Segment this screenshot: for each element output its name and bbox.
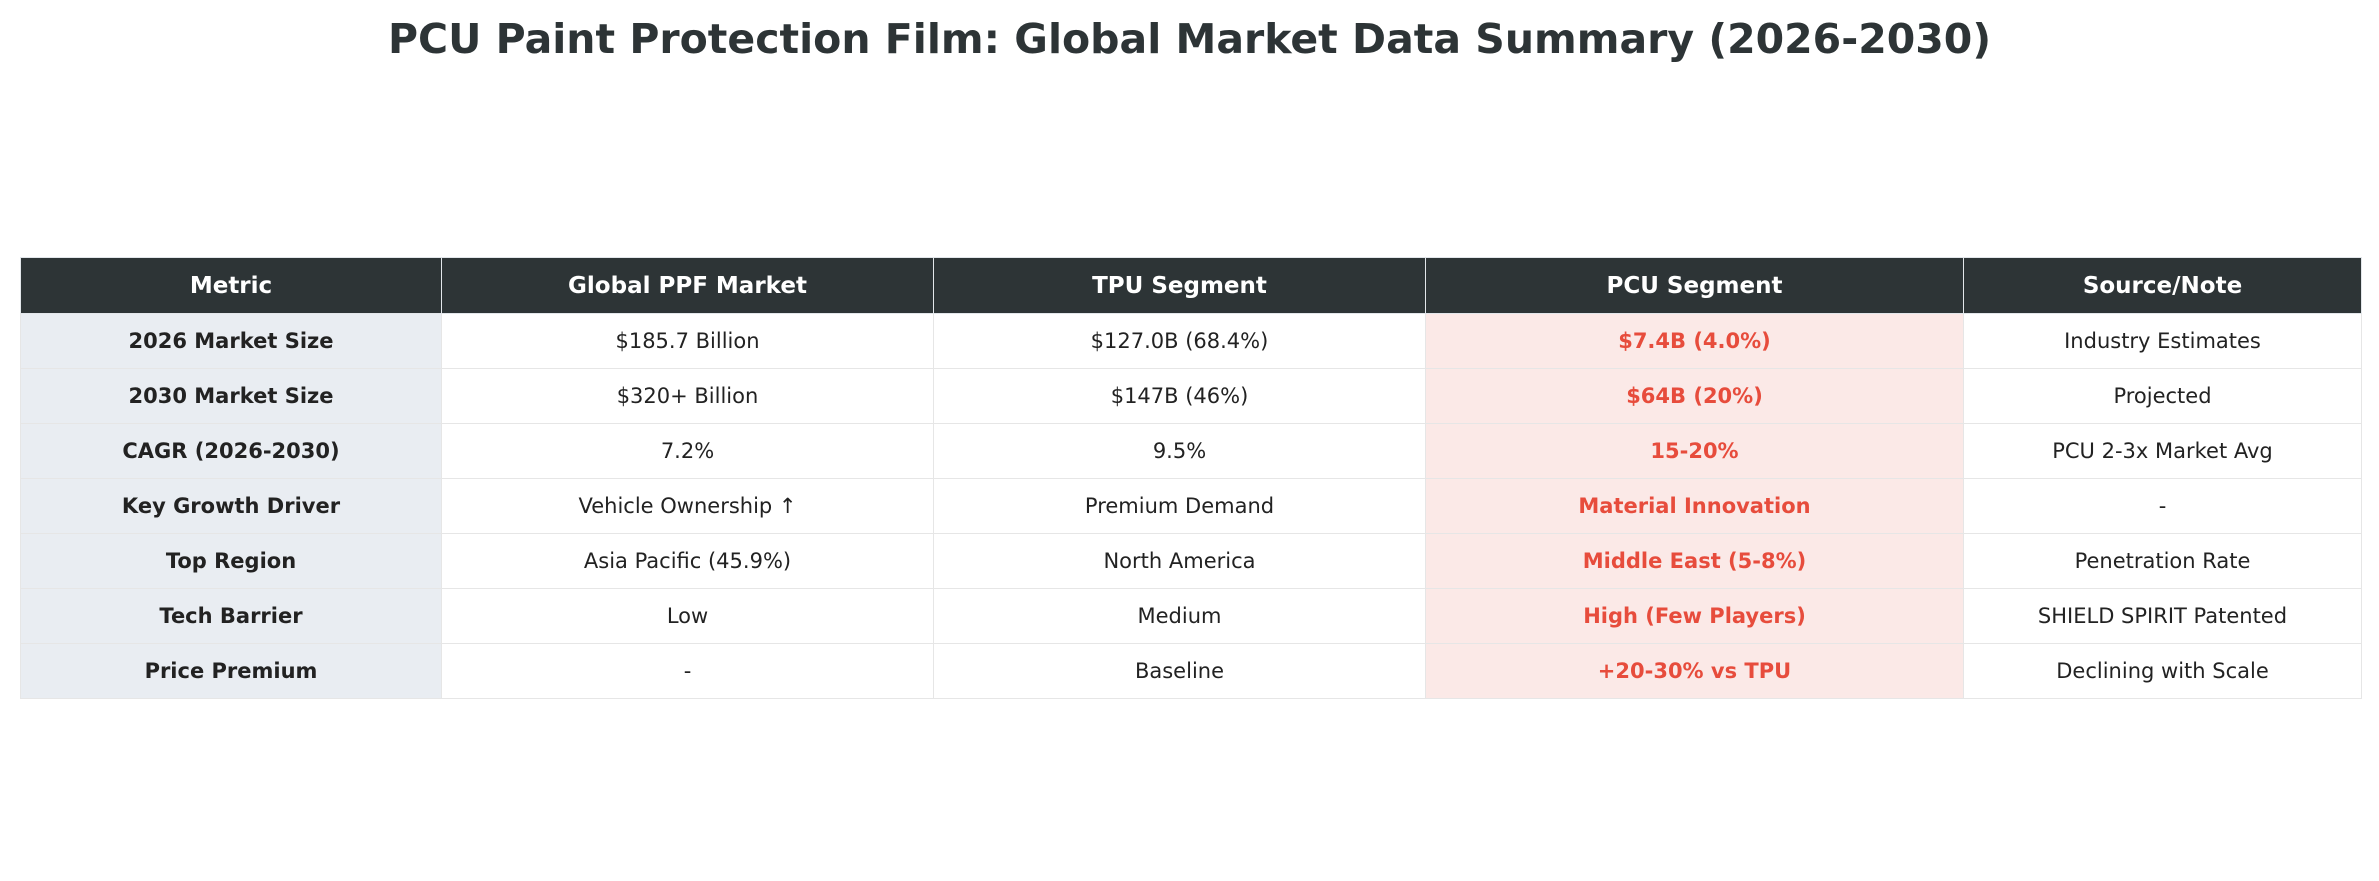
header-pcu-segment: PCU Segment — [1425, 257, 1964, 314]
tpu-cell: Medium — [933, 588, 1426, 644]
metric-cell: Key Growth Driver — [20, 478, 442, 534]
metric-cell: CAGR (2026-2030) — [20, 423, 442, 479]
pcu-cell: High (Few Players) — [1425, 588, 1964, 644]
table-header-row: Metric Global PPF Market TPU Segment PCU… — [20, 257, 2362, 314]
header-metric: Metric — [20, 257, 442, 314]
market-data-table: Metric Global PPF Market TPU Segment PCU… — [20, 257, 2362, 699]
header-global-ppf-market: Global PPF Market — [441, 257, 934, 314]
table-row: 2030 Market Size $320+ Billion $147B (46… — [20, 368, 2362, 424]
source-note-cell: Industry Estimates — [1963, 313, 2362, 369]
header-tpu-segment: TPU Segment — [933, 257, 1426, 314]
tpu-cell: 9.5% — [933, 423, 1426, 479]
global-ppf-cell: $185.7 Billion — [441, 313, 934, 369]
global-ppf-cell: $320+ Billion — [441, 368, 934, 424]
tpu-cell: Baseline — [933, 643, 1426, 699]
source-note-cell: Projected — [1963, 368, 2362, 424]
metric-cell: 2026 Market Size — [20, 313, 442, 369]
global-ppf-cell: 7.2% — [441, 423, 934, 479]
table-row: 2026 Market Size $185.7 Billion $127.0B … — [20, 313, 2362, 369]
pcu-cell: $64B (20%) — [1425, 368, 1964, 424]
tpu-cell: Premium Demand — [933, 478, 1426, 534]
source-note-cell: SHIELD SPIRIT Patented — [1963, 588, 2362, 644]
table-row: CAGR (2026-2030) 7.2% 9.5% 15-20% PCU 2-… — [20, 423, 2362, 479]
pcu-cell: 15-20% — [1425, 423, 1964, 479]
source-note-cell: Penetration Rate — [1963, 533, 2362, 589]
tpu-cell: $147B (46%) — [933, 368, 1426, 424]
table-row: Tech Barrier Low Medium High (Few Player… — [20, 588, 2362, 644]
table-row: Top Region Asia Pacific (45.9%) North Am… — [20, 533, 2362, 589]
source-note-cell: PCU 2-3x Market Avg — [1963, 423, 2362, 479]
global-ppf-cell: Low — [441, 588, 934, 644]
pcu-cell: +20-30% vs TPU — [1425, 643, 1964, 699]
metric-cell: Tech Barrier — [20, 588, 442, 644]
table-row: Price Premium - Baseline +20-30% vs TPU … — [20, 643, 2362, 699]
chart-title: PCU Paint Protection Film: Global Market… — [387, 15, 1992, 63]
source-note-cell: Declining with Scale — [1963, 643, 2362, 699]
table-row: Key Growth Driver Vehicle Ownership ↑ Pr… — [20, 478, 2362, 534]
tpu-cell: North America — [933, 533, 1426, 589]
global-ppf-cell: Asia Pacific (45.9%) — [441, 533, 934, 589]
global-ppf-cell: - — [441, 643, 934, 699]
pcu-cell: $7.4B (4.0%) — [1425, 313, 1964, 369]
pcu-cell: Middle East (5-8%) — [1425, 533, 1964, 589]
metric-cell: Price Premium — [20, 643, 442, 699]
header-source-note: Source/Note — [1963, 257, 2362, 314]
metric-cell: 2030 Market Size — [20, 368, 442, 424]
global-ppf-cell: Vehicle Ownership ↑ — [441, 478, 934, 534]
tpu-cell: $127.0B (68.4%) — [933, 313, 1426, 369]
source-note-cell: - — [1963, 478, 2362, 534]
metric-cell: Top Region — [20, 533, 442, 589]
pcu-cell: Material Innovation — [1425, 478, 1964, 534]
